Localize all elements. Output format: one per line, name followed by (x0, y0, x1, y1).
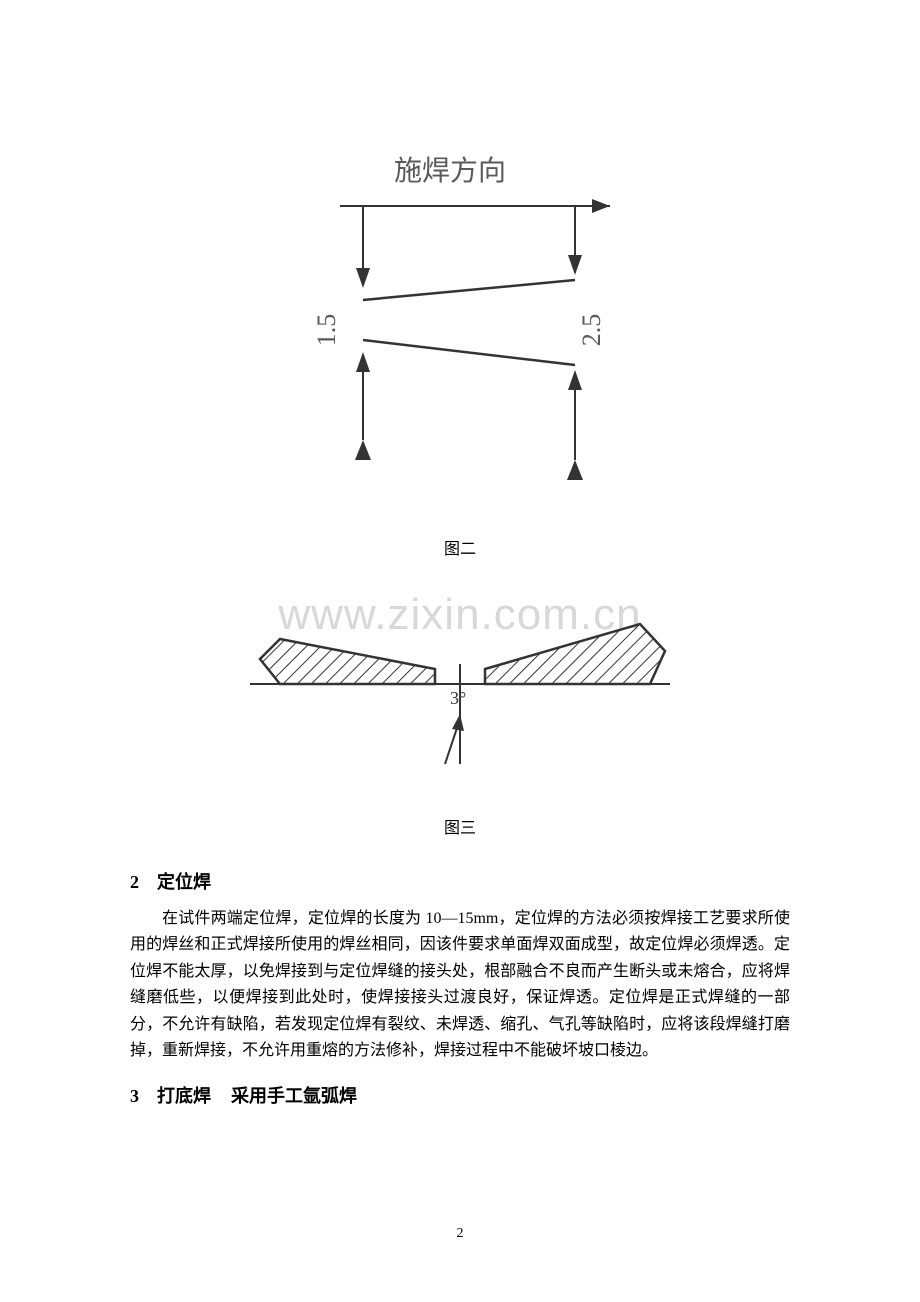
fig1-left-dim: 1.5 (312, 314, 341, 347)
figure-groove-angle: 3° (250, 589, 670, 784)
section3-number: 3 (130, 1086, 139, 1106)
section3-title-1: 打底焊 (157, 1086, 211, 1106)
page-content: 施焊方向 1.5 2.5 图二 (0, 0, 920, 1180)
section3-heading: 3 打底焊 采用手工氩弧焊 (130, 1082, 790, 1108)
section2-number: 2 (130, 872, 139, 892)
fig1-right-dim: 2.5 (577, 314, 606, 347)
page-number: 2 (0, 1226, 920, 1242)
section2-heading: 2 定位焊 (130, 868, 790, 894)
figure-welding-direction: 施焊方向 1.5 2.5 (280, 140, 640, 505)
section3-title-2: 采用手工氩弧焊 (231, 1086, 357, 1106)
section2-title: 定位焊 (157, 872, 211, 892)
fig2-angle: 3° (450, 688, 466, 708)
fig1-title: 施焊方向 (394, 155, 506, 187)
figure2-caption: 图三 (130, 814, 790, 838)
figure1-caption: 图二 (130, 535, 790, 559)
section2-body: 在试件两端定位焊，定位焊的长度为 10—15mm，定位焊的方法必须按焊接工艺要求… (130, 906, 790, 1064)
